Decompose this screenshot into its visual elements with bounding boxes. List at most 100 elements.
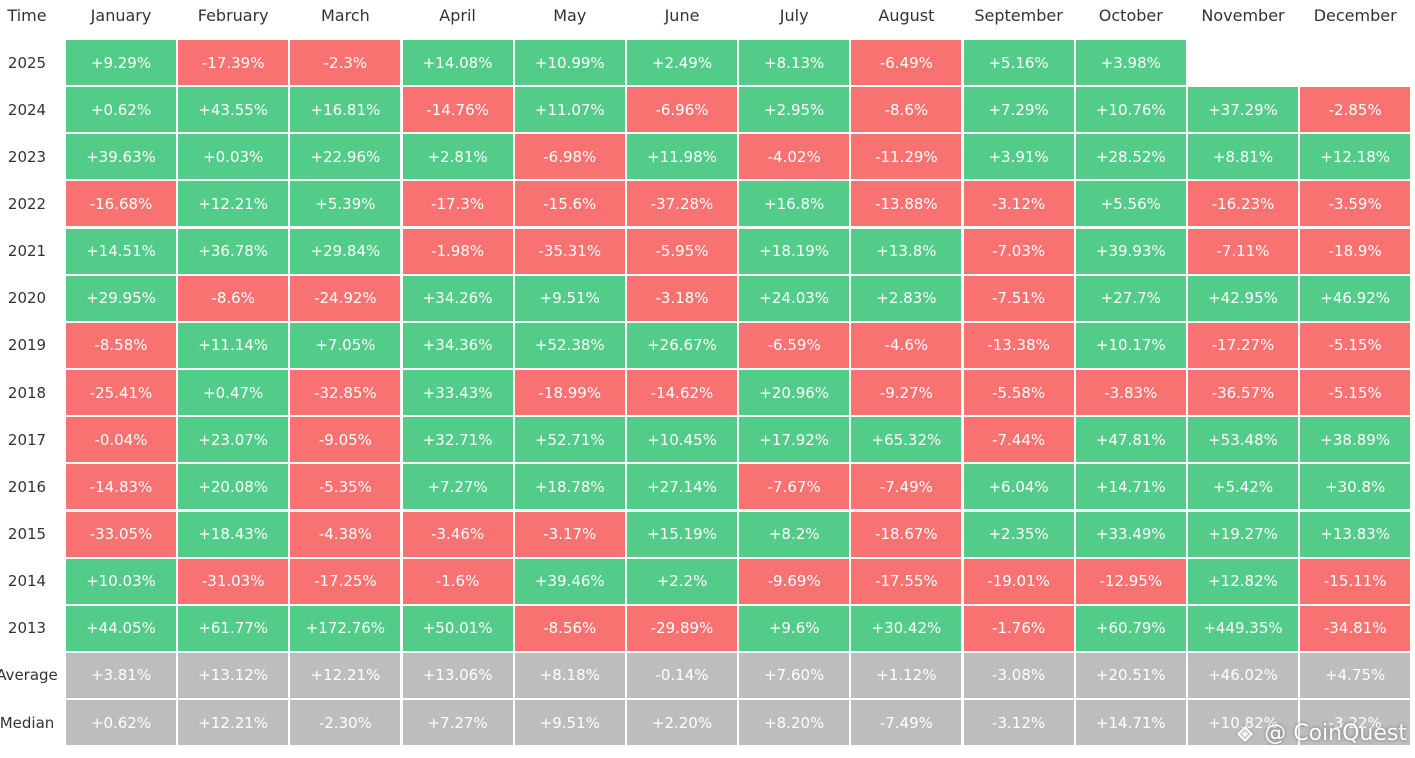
cell: +37.29%	[1188, 87, 1298, 133]
cell: -4.38%	[290, 511, 401, 557]
cell: +8.20%	[739, 700, 850, 746]
cell: -16.23%	[1188, 181, 1298, 227]
cell: -7.67%	[739, 464, 850, 510]
cell: +46.92%	[1300, 275, 1411, 321]
cell: +28.52%	[1075, 134, 1186, 180]
cell: +9.6%	[739, 605, 850, 651]
cell: +172.76%	[290, 605, 401, 651]
cell: +39.63%	[66, 134, 176, 180]
cell: +20.08%	[178, 464, 289, 510]
cell: -17.3%	[402, 181, 513, 227]
cell: -3.18%	[627, 275, 737, 321]
watermark-logo	[1235, 723, 1255, 744]
cell: +30.42%	[851, 605, 962, 651]
cell: +13.12%	[178, 652, 289, 698]
cell: +17.92%	[739, 417, 850, 463]
cell: -6.59%	[739, 322, 850, 368]
cell: +8.18%	[514, 652, 625, 698]
cell: +16.8%	[739, 181, 850, 227]
cell: +18.43%	[178, 511, 289, 557]
cell: -9.05%	[290, 417, 401, 463]
cell: -14.83%	[66, 464, 176, 510]
cell: -8.6%	[178, 275, 289, 321]
cell: +10.76%	[1075, 87, 1186, 133]
cell: -33.05%	[66, 511, 176, 557]
row-label: 2021	[7, 242, 47, 261]
cell: -8.6%	[851, 87, 962, 133]
cell: -5.35%	[290, 464, 401, 510]
cell: -3.12%	[963, 181, 1074, 227]
cell: -17.55%	[851, 558, 962, 604]
cell: +8.81%	[1188, 134, 1298, 180]
cell: +8.13%	[739, 40, 850, 85]
cell: -1.76%	[963, 605, 1074, 651]
cell: -3.08%	[963, 652, 1074, 698]
header-cell: March	[321, 5, 370, 25]
cell: +10.03%	[66, 558, 176, 604]
cell: -7.49%	[851, 464, 962, 510]
row-label: 2022	[7, 194, 47, 213]
row-label: 2013	[7, 619, 47, 638]
cell: -17.25%	[290, 558, 401, 604]
cell: +0.47%	[178, 370, 289, 416]
cell: -6.96%	[627, 87, 737, 133]
cell: +0.03%	[178, 134, 289, 180]
cell: +12.82%	[1188, 558, 1298, 604]
cell: +29.84%	[290, 228, 401, 274]
cell: +2.83%	[851, 275, 962, 321]
cell: -35.31%	[514, 228, 625, 274]
cell: -15.6%	[514, 181, 625, 227]
cell: -5.15%	[1300, 370, 1411, 416]
cell: +14.08%	[402, 40, 513, 85]
header-cell: April	[439, 5, 476, 25]
cell: -7.03%	[963, 228, 1074, 274]
cell: +33.49%	[1075, 511, 1186, 557]
cell: +29.95%	[66, 275, 176, 321]
cell: -3.83%	[1075, 370, 1186, 416]
cell: +14.71%	[1075, 700, 1186, 746]
cell: +7.60%	[739, 652, 850, 698]
cell: +26.67%	[627, 322, 737, 368]
row-label: 2019	[7, 336, 47, 355]
header-cell: July	[779, 5, 809, 25]
cell: -3.59%	[1300, 181, 1411, 227]
row-label: Median	[0, 713, 55, 732]
cell: +7.27%	[402, 700, 513, 746]
header-cell: October	[1098, 5, 1163, 25]
cell: -5.15%	[1300, 322, 1411, 368]
cell: +13.83%	[1300, 511, 1411, 557]
row-label: 2016	[7, 477, 47, 496]
cell: +9.29%	[66, 40, 176, 85]
cell: +32.71%	[402, 417, 513, 463]
cell: +34.26%	[402, 275, 513, 321]
cell: +52.38%	[514, 322, 625, 368]
cell: -15.11%	[1300, 558, 1411, 604]
cell: -3.12%	[963, 700, 1074, 746]
cell: +18.19%	[739, 228, 850, 274]
cell: +16.81%	[290, 87, 401, 133]
cell: -18.9%	[1300, 228, 1411, 274]
cell: +5.42%	[1188, 464, 1298, 510]
header-cell: Time	[7, 5, 47, 25]
cell: -14.76%	[402, 87, 513, 133]
cell: +36.78%	[178, 228, 289, 274]
cell: +38.89%	[1300, 417, 1411, 463]
cell: -2.85%	[1300, 87, 1411, 133]
cell: -5.58%	[963, 370, 1074, 416]
cell: +9.51%	[514, 700, 625, 746]
row-label: 2020	[7, 289, 47, 308]
cell: -24.92%	[290, 275, 401, 321]
cell: +14.51%	[66, 228, 176, 274]
cell: +65.32%	[851, 417, 962, 463]
cell: -25.41%	[66, 370, 176, 416]
cell: +2.2%	[627, 558, 737, 604]
cell: -3.46%	[402, 511, 513, 557]
cell: +39.93%	[1075, 228, 1186, 274]
row-label: 2014	[7, 572, 47, 591]
cell: -13.88%	[851, 181, 962, 227]
cell: +10.45%	[627, 417, 737, 463]
cell: +22.96%	[290, 134, 401, 180]
cell: +14.71%	[1075, 464, 1186, 510]
cell: +20.51%	[1075, 652, 1186, 698]
cell: -6.49%	[851, 40, 962, 85]
